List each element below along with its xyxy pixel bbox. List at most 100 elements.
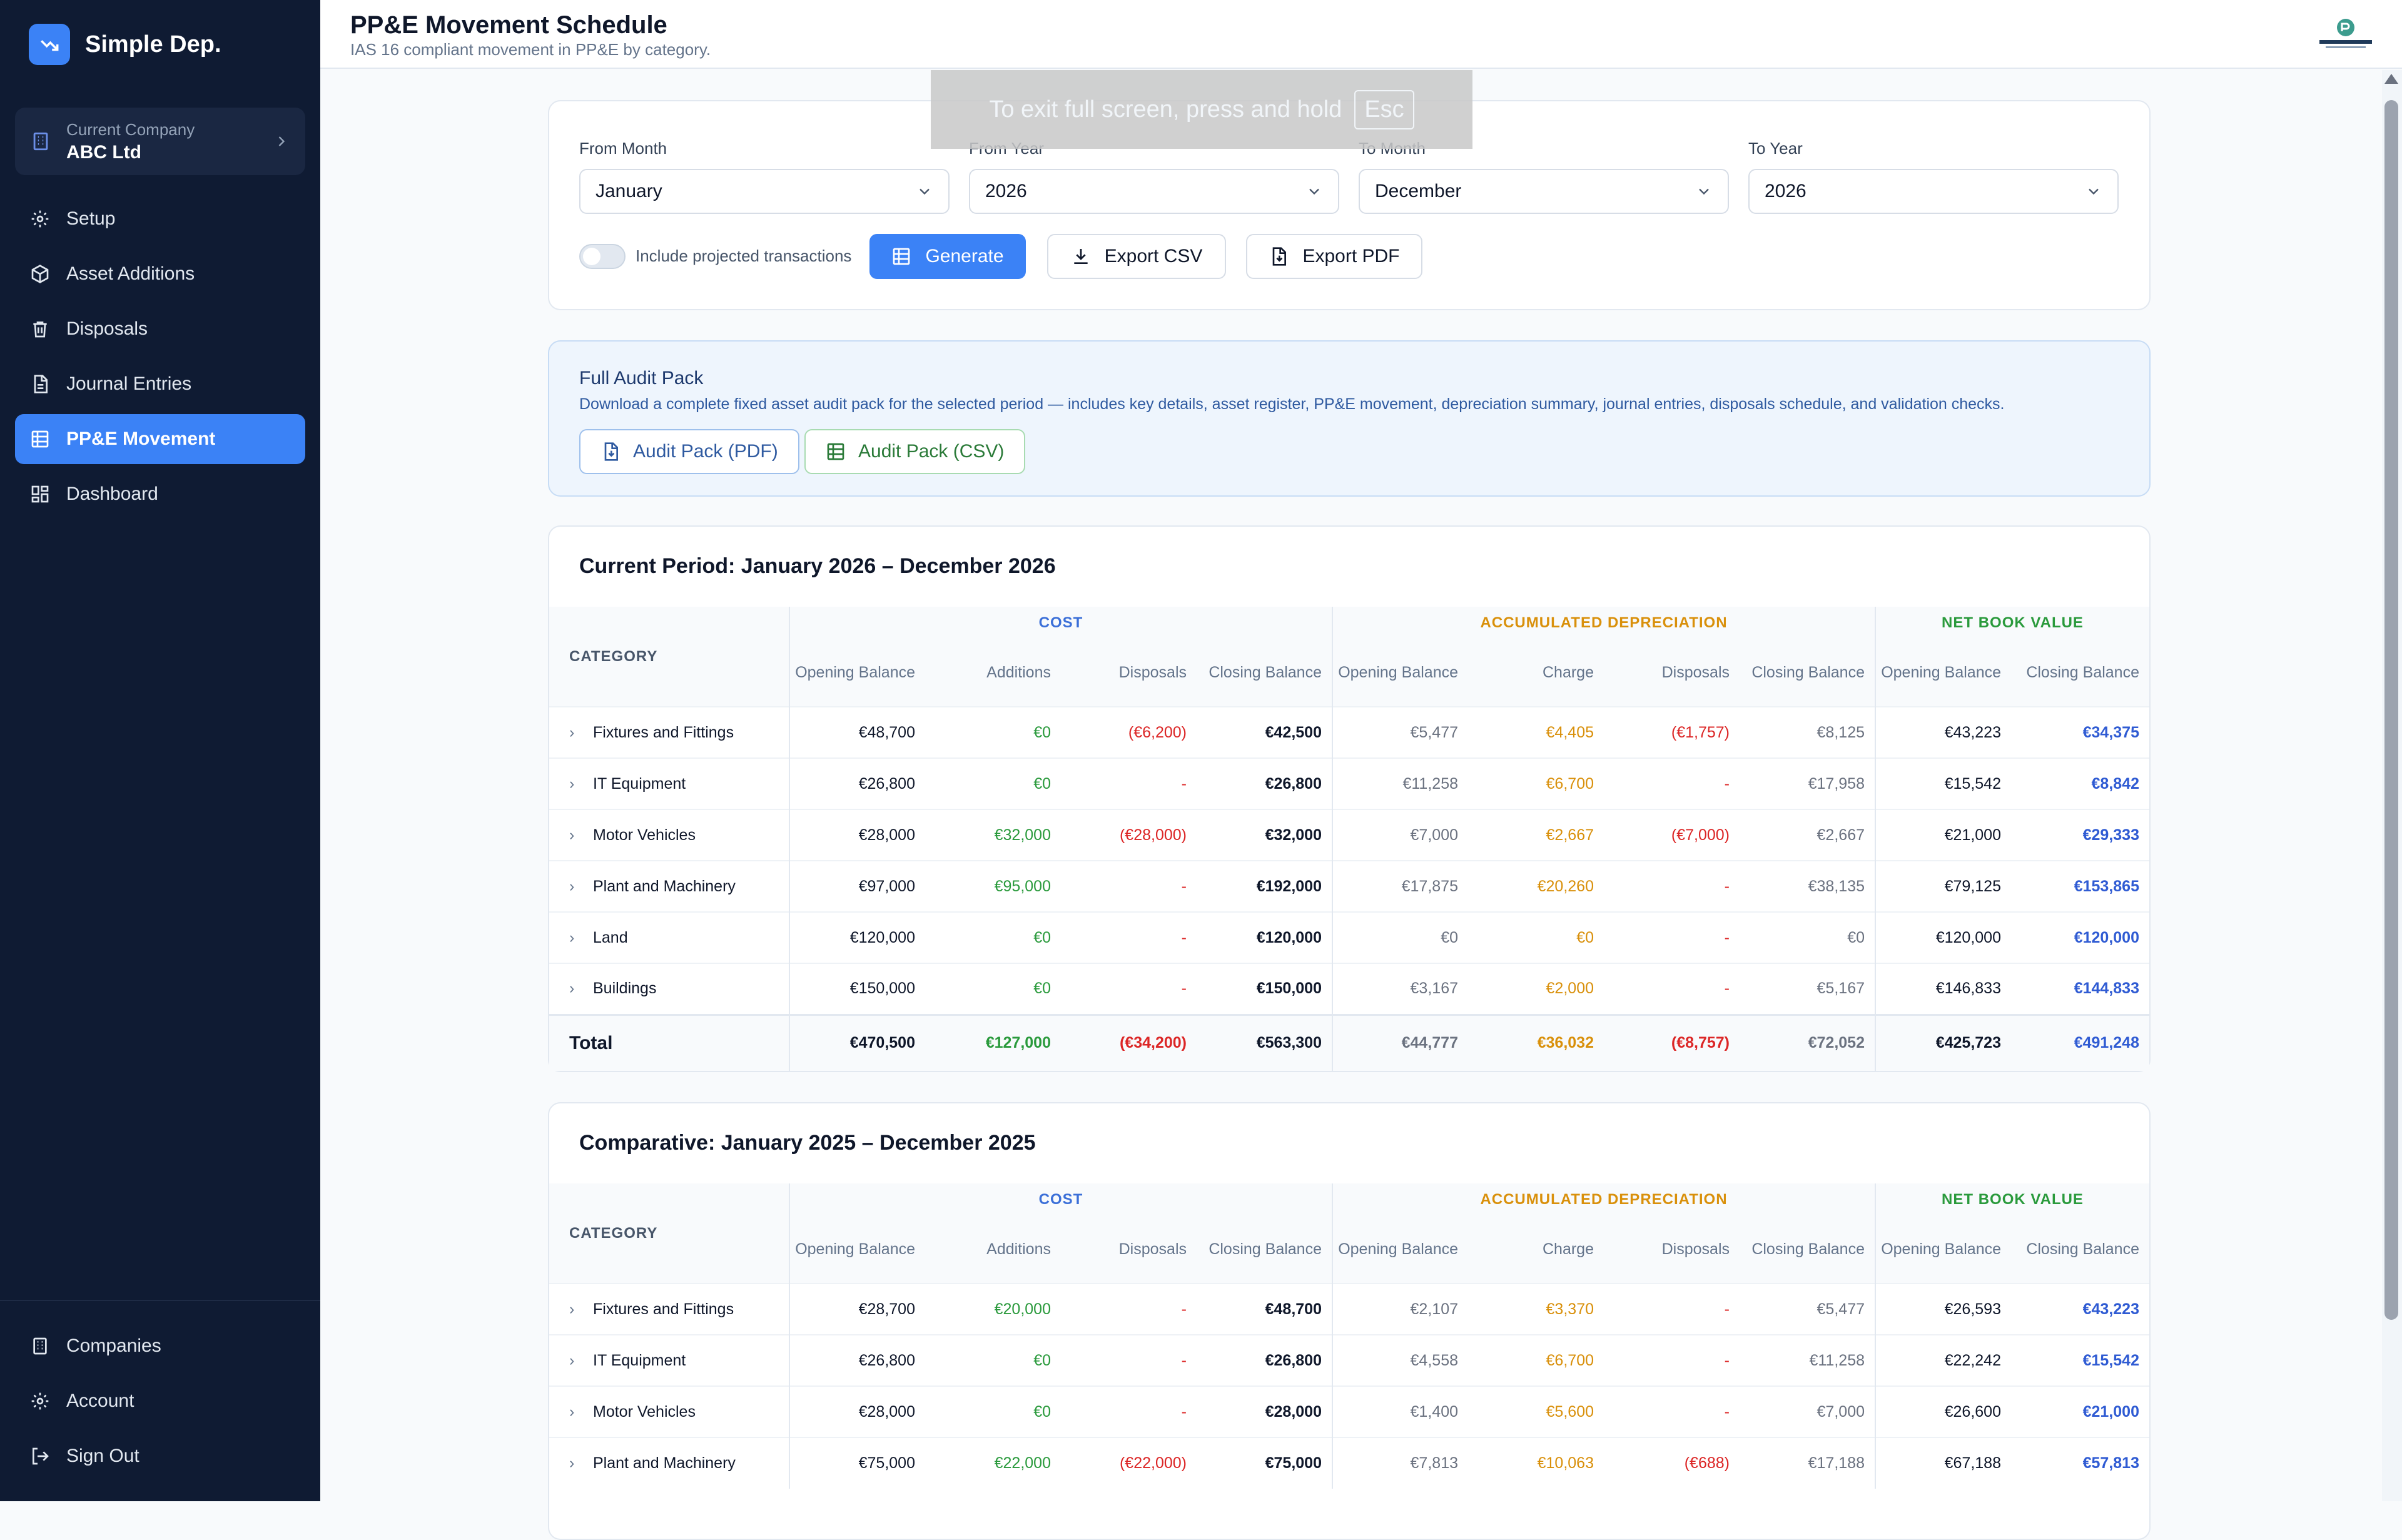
table-row[interactable]: › IT Equipment €26,800 €0- €26,800 €4,558 €6,7… [549,1335,2149,1386]
export-csv-button[interactable]: Export CSV [1047,234,1226,279]
expand-chevron-icon[interactable]: › [569,1351,575,1369]
expand-chevron-icon[interactable]: › [569,1300,575,1318]
table-row[interactable]: › Motor Vehicles €28,000 €32,000 (€28,000) €3… [549,809,2149,861]
expand-chevron-icon[interactable]: › [569,774,575,793]
comparative-movement-table: CATEGORY COST ACCUMULATED DEPRECIATION N… [549,1183,2149,1489]
gear-icon [31,210,49,228]
brand-logo [2319,19,2372,48]
total-dep-charge: €36,032 [1537,1034,1594,1052]
sidebar-item-label: Disposals [66,318,148,339]
to-month-value: December [1375,181,1462,201]
column-header-disposals: Disposals [1661,1240,1730,1259]
table-row[interactable]: › Motor Vehicles €28,000 €0- €28,000 €1,400 €5… [549,1386,2149,1437]
company-switcher[interactable]: Current Company ABC Ltd [15,108,305,175]
from-year-select[interactable]: 2026 [969,169,1339,214]
from-month-select[interactable]: January [579,169,950,214]
to-month-select[interactable]: December [1359,169,1729,214]
table-row[interactable]: › Fixtures and Fittings €48,700 €0 (€6,200) €… [549,707,2149,758]
page-header: PP&E Movement Schedule IAS 16 compliant … [320,0,2402,69]
column-header-closing: Closing Balance [1740,639,1876,707]
expand-chevron-icon[interactable]: › [569,980,575,998]
app-logo[interactable]: Simple Dep. [29,24,221,65]
cell-dep-charge: €10,063 [1537,1454,1594,1472]
sidebar-item-asset-additions[interactable]: Asset Additions [15,249,305,299]
group-header-cost: COST [789,1183,1333,1216]
table-row[interactable]: › IT Equipment €26,800 €0- €26,800 €11,258 €6,… [549,758,2149,809]
from-month-label: From Month [579,139,667,158]
sidebar-item-dashboard[interactable]: Dashboard [15,469,305,519]
expand-chevron-icon[interactable]: › [569,826,575,844]
chevron-right-icon [278,136,285,146]
cell-cost-additions: €22,000 [994,1454,1051,1472]
sidebar-item-account[interactable]: Account [15,1376,305,1426]
audit-pack-pdf-button[interactable]: Audit Pack (PDF) [579,429,799,474]
to-year-label: To Year [1748,139,1803,158]
expand-chevron-icon[interactable]: › [569,723,575,741]
expand-chevron-icon[interactable]: › [569,928,575,946]
cell-dep-charge: €3,370 [1546,1300,1594,1318]
table-row[interactable]: › Plant and Machinery €97,000 €95,000- €192,… [549,861,2149,912]
cell-cost-closing: €75,000 [1197,1437,1333,1489]
fullscreen-toast: To exit full screen, press and hold Esc [931,70,1472,149]
cell-dep-opening: €7,000 [1410,826,1458,844]
column-header-opening: Opening Balance [1338,1240,1458,1259]
table-row[interactable]: › Land €120,000 €0- €120,000 €0 €0- €0 €120,000 €… [549,912,2149,963]
cell-category: › Land [549,912,790,963]
column-header-opening: Opening Balance [1881,1240,2001,1259]
expand-chevron-icon[interactable]: › [569,1402,575,1421]
cell-category: › Fixtures and Fittings [549,707,790,758]
cell-dep-disposals: - [1724,774,1730,793]
table-row[interactable]: › Fixtures and Fittings €28,700 €20,000- €48… [549,1284,2149,1335]
scrollbar-thumb[interactable] [2384,100,2398,1320]
to-year-select[interactable]: 2026 [1748,169,2119,214]
projected-toggle[interactable] [579,244,626,269]
table-row[interactable]: › Buildings €150,000 €0- €150,000 €3,167 €2,00… [549,963,2149,1015]
column-header-category: CATEGORY [549,1183,790,1284]
file-download-icon [604,442,618,461]
cell-cost-additions: €0 [1033,1402,1051,1421]
sidebar-item-disposals[interactable]: Disposals [15,304,305,354]
cell-nbv-closing: €144,833 [2074,980,2139,998]
total-dep-opening: €44,777 [1401,1034,1458,1052]
sidebar-item-setup[interactable]: Setup [15,194,305,244]
cell-cost-disposals: - [1181,980,1187,998]
category-label: Land [593,928,628,946]
sidebar-item-sign-out[interactable]: Sign Out [15,1431,305,1481]
category-label: Motor Vehicles [593,826,696,844]
category-label: IT Equipment [593,1351,686,1369]
scroll-up-arrow[interactable] [2384,74,2398,84]
audit-pack-csv-button[interactable]: Audit Pack (CSV) [804,429,1026,474]
cell-dep-disposals: - [1724,1300,1730,1318]
cell-category: › Motor Vehicles [549,809,790,861]
sidebar-item-companies[interactable]: Companies [15,1321,305,1371]
sidebar-item-ppe-movement[interactable]: PP&E Movement [15,414,305,464]
cell-cost-disposals: - [1181,877,1187,895]
cell-nbv-opening: €22,242 [1944,1351,2001,1369]
export-pdf-button[interactable]: Export PDF [1246,234,1422,279]
cell-dep-closing: €5,477 [1740,1284,1876,1335]
cell-nbv-closing: €15,542 [2082,1351,2139,1369]
sidebar-item-label: Companies [66,1335,161,1356]
cell-nbv-opening: €26,593 [1944,1300,2001,1318]
table-row[interactable]: › Plant and Machinery €75,000 €22,000 (€22,0… [549,1437,2149,1489]
table-icon [893,248,910,265]
category-label: Buildings [593,980,657,998]
column-header-closing: Closing Balance [1740,1216,1876,1284]
cell-nbv-opening: €21,000 [1944,826,2001,844]
expand-chevron-icon[interactable]: › [569,1454,575,1472]
sidebar-item-journal-entries[interactable]: Journal Entries [15,359,305,409]
cell-cost-disposals: - [1181,1402,1187,1421]
cell-cost-opening: €28,000 [858,1402,915,1421]
cell-cost-additions: €0 [1033,980,1051,998]
from-year-value: 2026 [985,181,1027,201]
generate-button[interactable]: Generate [869,234,1026,279]
expand-chevron-icon[interactable]: › [569,877,575,895]
cell-dep-disposals: - [1724,877,1730,895]
grid-icon [31,485,49,503]
page-subtitle: IAS 16 compliant movement in PP&E by cat… [350,40,711,59]
audit-pack-title: Full Audit Pack [579,368,704,388]
chevron-down-icon [920,188,930,195]
building-icon [33,132,48,151]
cell-dep-opening: €0 [1441,928,1458,946]
cell-nbv-closing: €21,000 [2082,1402,2139,1421]
